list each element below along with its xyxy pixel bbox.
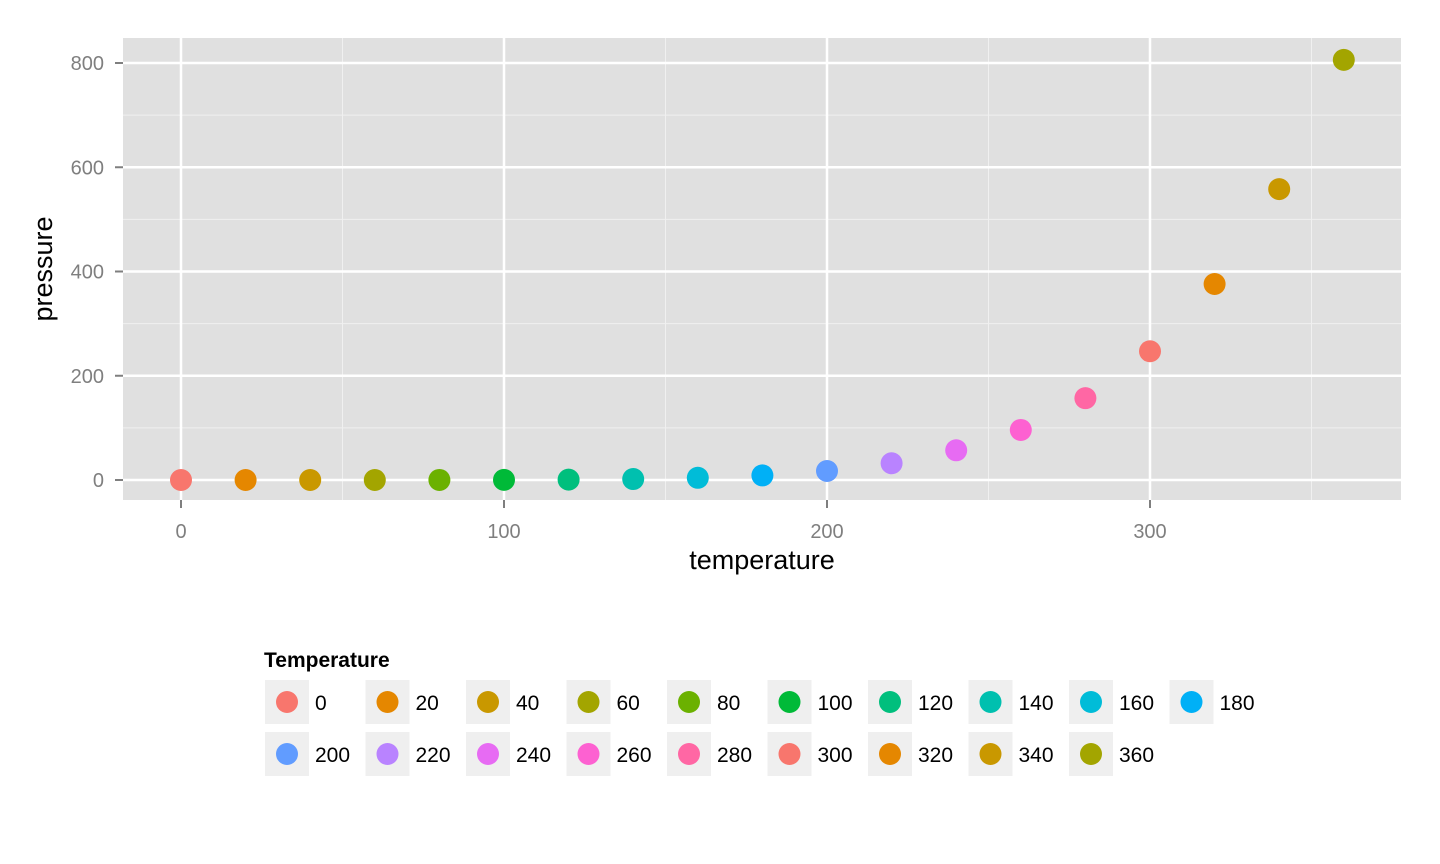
legend-label: 180 <box>1220 692 1255 715</box>
y-tick-label: 600 <box>71 157 104 179</box>
legend-label: 40 <box>516 692 539 715</box>
y-tick-label: 400 <box>71 262 104 284</box>
legend-label: 280 <box>717 744 752 767</box>
legend-label: 300 <box>818 744 853 767</box>
data-points <box>170 48 1355 491</box>
axis-ticks <box>115 62 1151 508</box>
x-tick-label: 100 <box>487 521 520 543</box>
data-point <box>622 468 645 491</box>
legend-key-dot <box>376 743 399 765</box>
legend-label: 140 <box>1019 692 1054 715</box>
data-point <box>1332 48 1355 71</box>
legend-label: 60 <box>617 692 640 715</box>
legend-key-dot <box>1080 743 1102 765</box>
legend-title: Temperature <box>264 649 390 672</box>
legend-key-dot <box>276 691 298 713</box>
data-point <box>363 468 386 491</box>
legend-key-dot <box>979 743 1002 765</box>
data-point <box>816 459 838 482</box>
data-point <box>493 468 515 491</box>
data-point <box>170 468 192 491</box>
legend-label: 160 <box>1119 692 1154 715</box>
legend-label: 80 <box>717 692 740 715</box>
legend-label: 240 <box>516 744 551 767</box>
legend-key-dot <box>979 691 1002 713</box>
data-point <box>428 468 451 491</box>
legend-key-dot <box>477 743 499 765</box>
legend-key-dot <box>678 691 700 713</box>
minor-gridlines <box>123 38 1401 500</box>
x-axis-title: temperature <box>689 545 835 575</box>
legend-key-dot <box>879 743 901 765</box>
legend-key-dot <box>577 691 600 713</box>
data-point <box>945 439 968 462</box>
legend-key-dot <box>1080 691 1102 713</box>
legend-key-dot <box>577 743 600 765</box>
legend-label: 120 <box>918 692 953 715</box>
data-point <box>1139 340 1161 363</box>
legend-label: 20 <box>416 692 439 715</box>
data-point <box>880 452 903 475</box>
legend-key-dot <box>376 691 399 713</box>
legend-key-dot <box>778 743 801 765</box>
legend-label: 200 <box>315 744 350 767</box>
legend-label: 260 <box>617 744 652 767</box>
data-point <box>299 468 322 491</box>
legend-label: 220 <box>416 744 451 767</box>
legend-label: 360 <box>1119 744 1154 767</box>
x-tick-label: 300 <box>1133 521 1166 543</box>
y-tick-label: 200 <box>71 366 104 388</box>
legend-key-dot <box>678 743 700 765</box>
data-point <box>557 468 580 491</box>
data-point <box>1074 387 1097 410</box>
data-point <box>751 464 774 487</box>
legend: 0 20 40 60 80 100 120 140 160 180 200 220 240 260 280 3… <box>265 680 1255 776</box>
plot-background <box>123 38 1401 500</box>
data-point <box>686 466 709 489</box>
x-tick-label: 200 <box>810 521 843 543</box>
x-tick-label: 0 <box>175 521 186 543</box>
legend-key-dot <box>879 691 901 713</box>
legend-key-dot <box>778 691 801 713</box>
y-tick-label: 800 <box>71 53 104 75</box>
y-tick-label: 0 <box>93 470 104 492</box>
legend-label: 340 <box>1019 744 1054 767</box>
legend-key-dot <box>276 743 298 765</box>
legend-label: 100 <box>818 692 853 715</box>
legend-key-dot <box>1180 691 1203 713</box>
data-point <box>234 468 257 491</box>
data-point <box>1203 273 1226 296</box>
legend-key-dot <box>477 691 499 713</box>
data-point <box>1268 178 1291 201</box>
tick-labels: 0 100 200 300 0 200 400 600 800 <box>71 53 1167 543</box>
y-axis-title: pressure <box>28 216 58 321</box>
data-point <box>1009 418 1032 441</box>
legend-label: 320 <box>918 744 953 767</box>
legend-label: 0 <box>315 692 327 715</box>
